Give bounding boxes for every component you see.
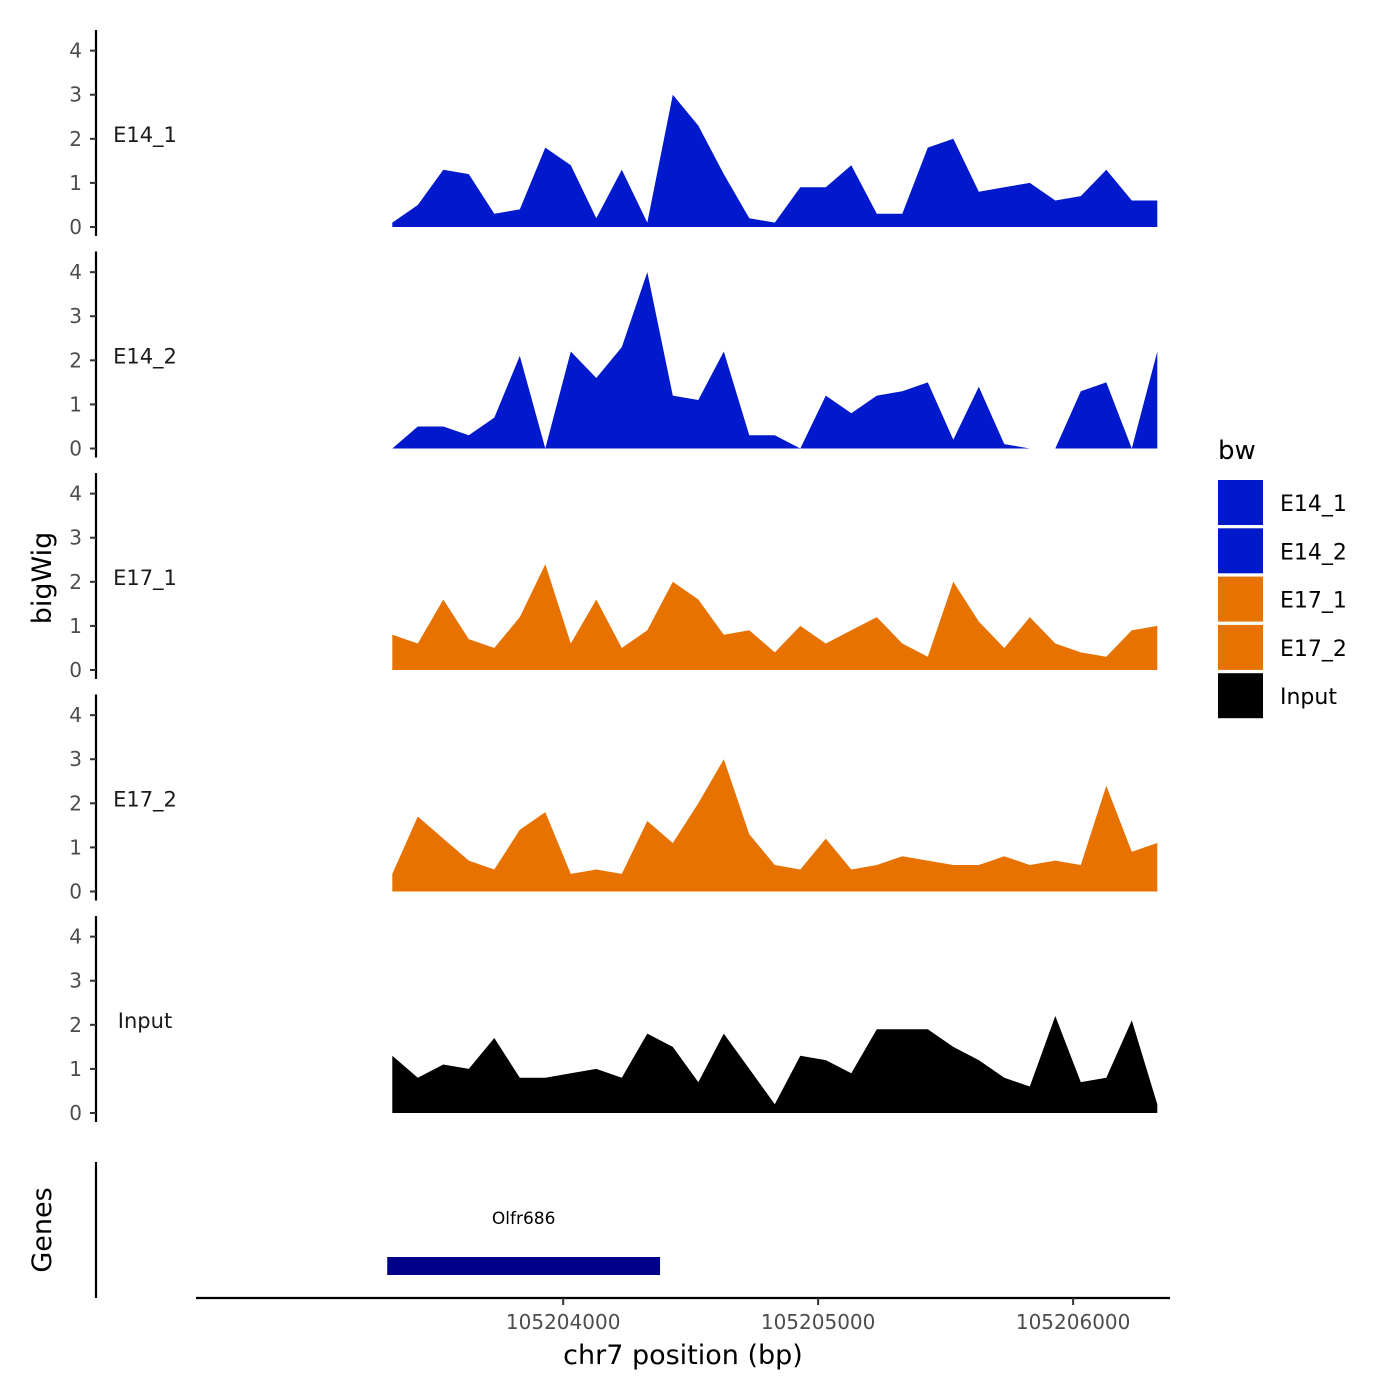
y-tick-label: 1 [69,835,82,859]
track-panels: 0 1 2 3 4 E14_1 0 1 2 3 4 E14_2 0 1 2 3 4 E17_1 0 1 2 3 4 E17_2… [69,30,1158,1125]
x-axis-title: chr7 position (bp) [563,1340,803,1371]
y-tick-label: 1 [69,1057,82,1081]
y-tick-label: 0 [69,215,82,239]
y-tick-label: 0 [69,880,82,904]
x-tick-label: 105206000 [1016,1310,1131,1334]
track-label-E14_1: E14_1 [113,123,177,148]
genes-track-title: Genes [27,1187,58,1272]
legend-label-E14_1: E14_1 [1280,492,1347,517]
x-tick-label: 105205000 [761,1310,876,1334]
y-tick-label: 1 [69,171,82,195]
area-E14_1 [392,94,1158,227]
track-label-Input: Input [118,1009,172,1033]
track-label-E17_2: E17_2 [113,788,177,813]
gene-body-Olfr686 [387,1257,661,1275]
y-tick-label: 0 [69,658,82,682]
y-tick-label: 2 [69,791,82,815]
legend-label-E17_2: E17_2 [1280,637,1347,662]
y-tick-label: 2 [69,1013,82,1037]
track-label-E17_1: E17_1 [113,566,177,591]
y-tick-label: 1 [69,614,82,638]
y-tick-label: 4 [69,482,82,506]
legend-swatch-Input [1218,673,1263,719]
y-tick-label: 2 [69,348,82,372]
x-tick-label: 105204000 [506,1310,621,1334]
y-tick-label: 4 [69,39,82,63]
y-tick-label: 2 [69,570,82,594]
y-tick-label: 4 [69,703,82,727]
track-E14_1: 0 1 2 3 4 E14_1 [69,30,1158,239]
legend-title: bw [1218,436,1256,466]
area-E14_2 [392,272,1158,449]
y-tick-label: 0 [69,1101,82,1125]
legend-swatch-E14_2 [1218,528,1263,574]
area-E17_2 [392,759,1158,892]
y-tick-label: 3 [69,747,82,771]
x-axis: 105204000 105205000 105206000 [196,1296,1170,1334]
track-label-E14_2: E14_2 [113,345,177,370]
track-E14_2: 0 1 2 3 4 E14_2 [69,251,1158,461]
y-axis-title: bigWig [27,532,58,625]
y-tick-label: 4 [69,260,82,284]
track-E17_2: 0 1 2 3 4 E17_2 [69,694,1158,904]
y-tick-label: 2 [69,127,82,151]
legend: bw E14_1 E14_2 E17_1 E17_2 Input [1218,436,1347,719]
legend-label-Input: Input [1280,685,1337,710]
legend-swatch-E17_1 [1218,576,1263,622]
legend-label-E17_1: E17_1 [1280,589,1347,614]
y-tick-label: 4 [69,925,82,949]
y-tick-label: 3 [69,969,82,993]
genes-track: Genes Olfr686 [27,1162,661,1298]
y-tick-label: 1 [69,392,82,416]
legend-swatch-E14_1 [1218,480,1263,525]
legend-swatch-E17_2 [1218,624,1263,670]
gene-label-Olfr686: Olfr686 [492,1209,556,1229]
y-tick-label: 3 [69,304,82,328]
track-Input: 0 1 2 3 4 Input [69,916,1158,1125]
y-tick-label: 3 [69,526,82,550]
area-E17_1 [392,564,1158,670]
area-Input [392,1016,1158,1113]
legend-label-E14_2: E14_2 [1280,540,1347,565]
track-E17_1: 0 1 2 3 4 E17_1 [69,473,1158,682]
y-tick-label: 0 [69,437,82,461]
y-tick-label: 3 [69,83,82,107]
